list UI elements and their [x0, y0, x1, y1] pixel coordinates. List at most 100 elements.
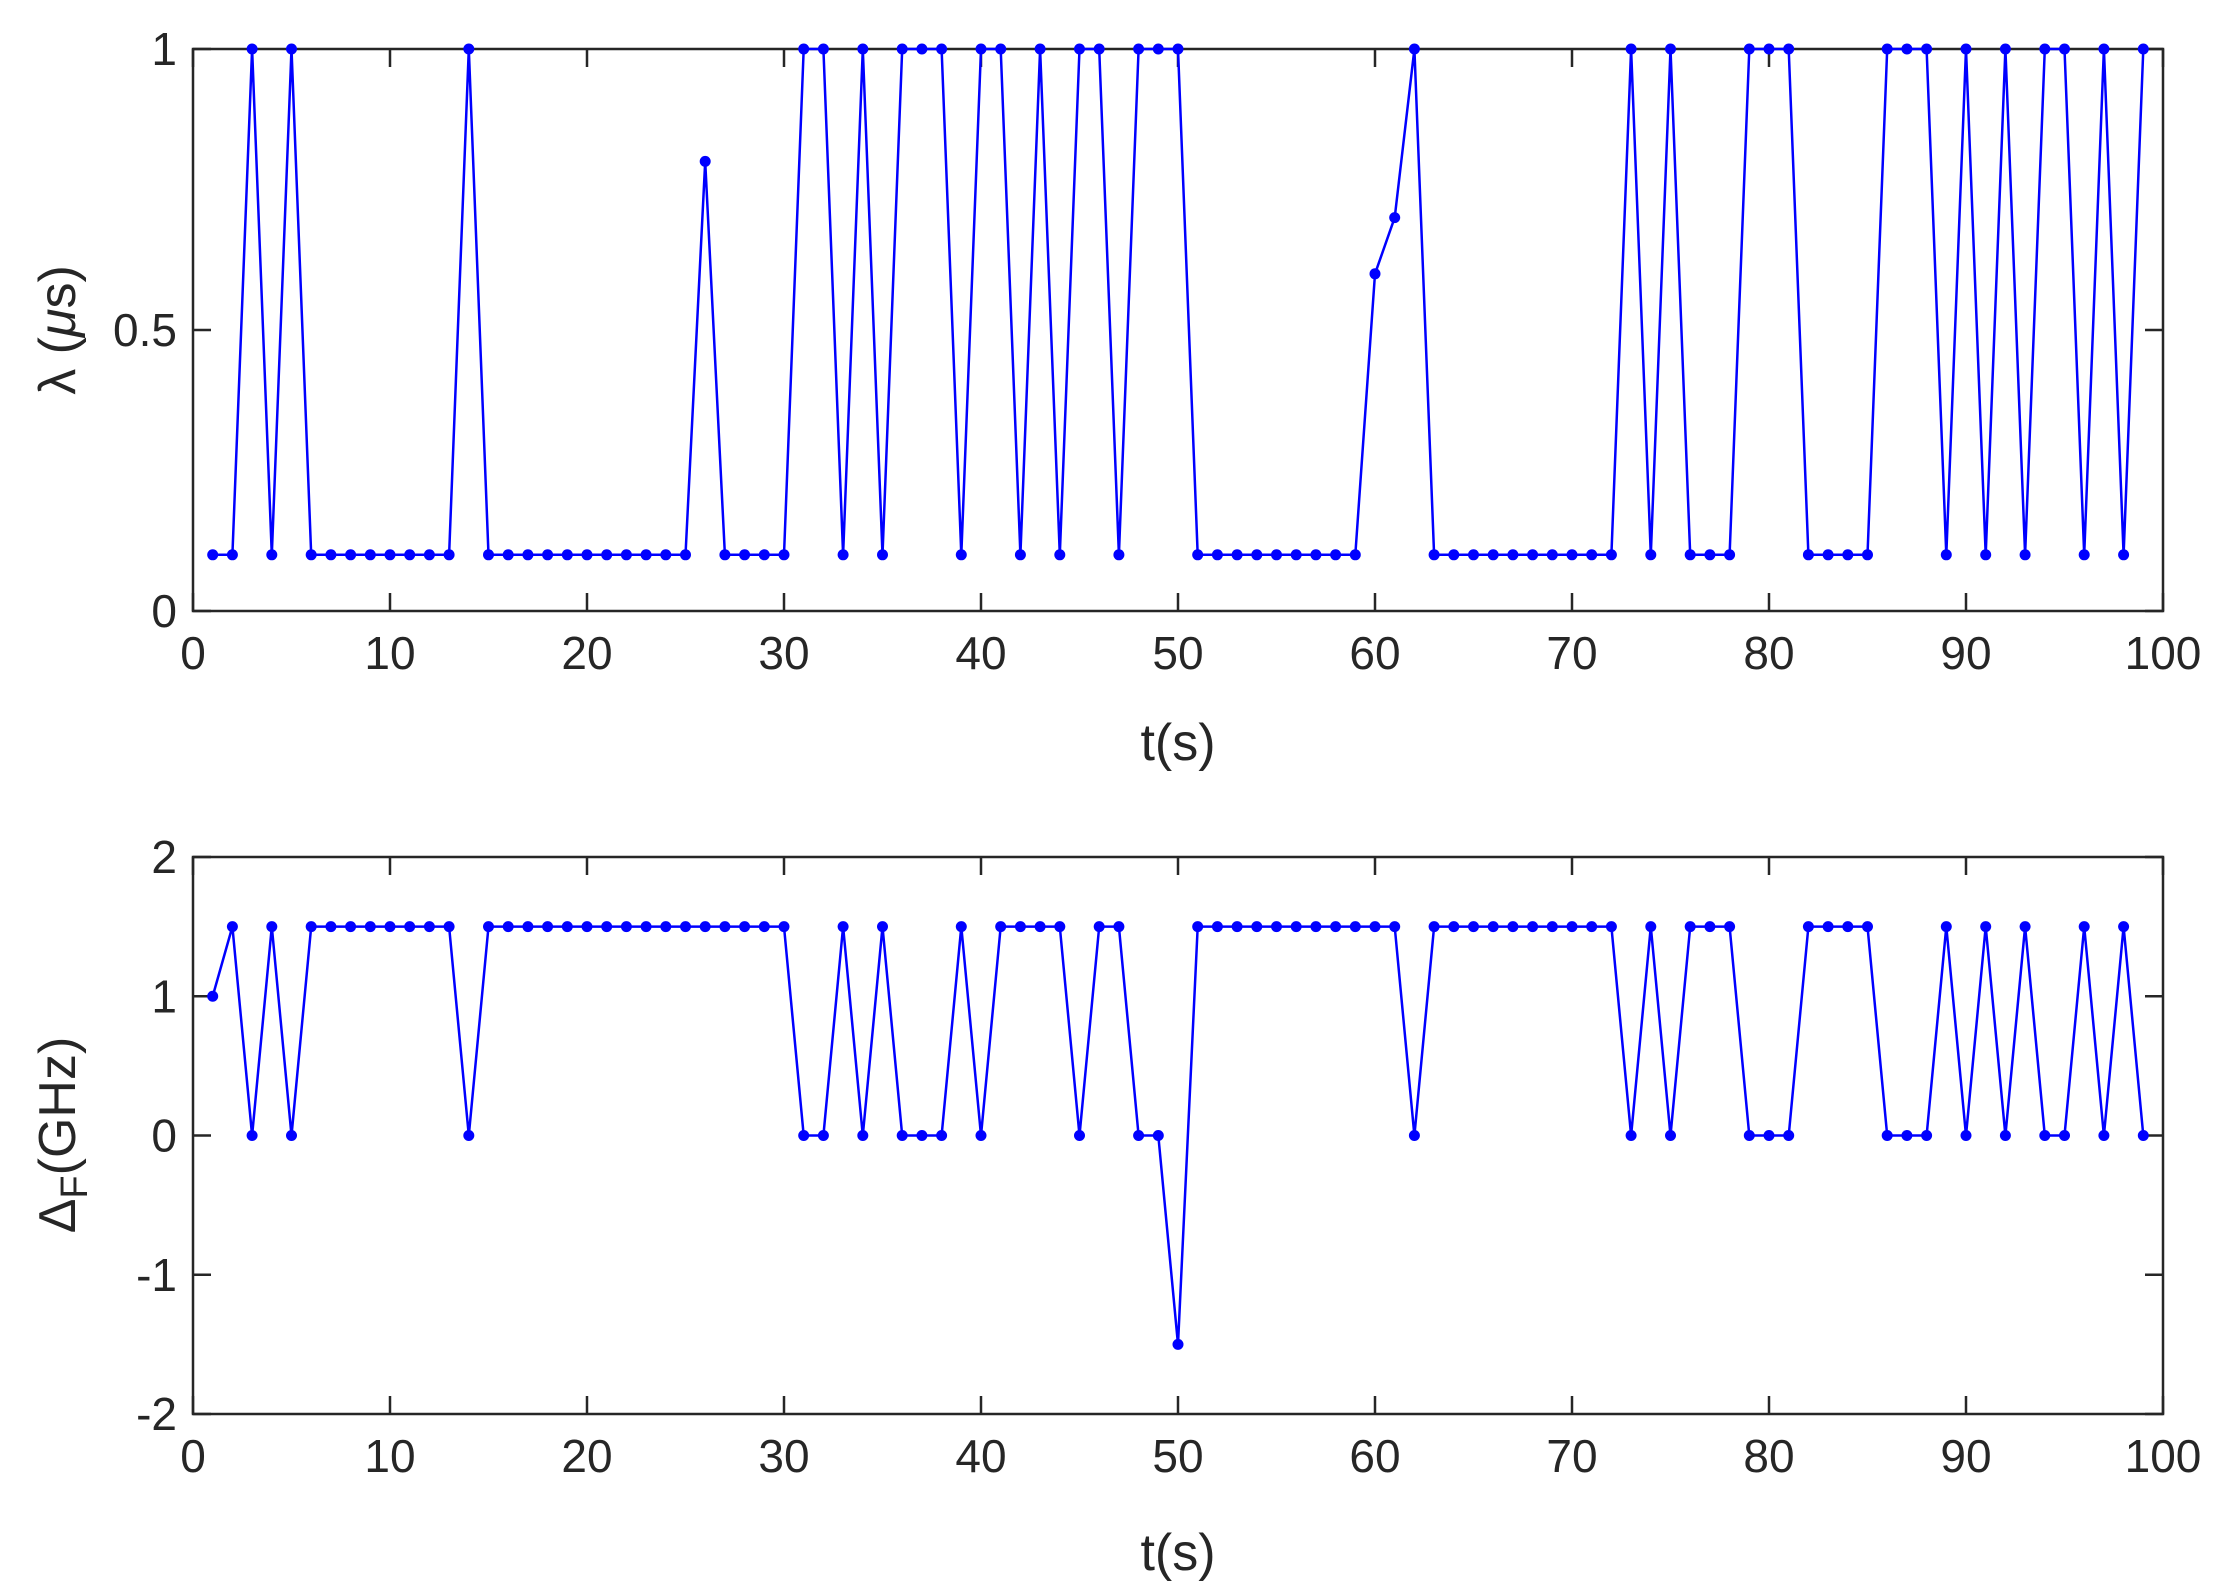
delta-f-x-tick-label: 20: [561, 1430, 612, 1482]
delta-f-data-point: [680, 921, 691, 933]
delta-f-data-point: [1408, 1130, 1420, 1141]
lambda-data-point: [1093, 43, 1105, 55]
lambda-data-point: [640, 549, 652, 561]
delta-f-data-point: [384, 921, 396, 933]
delta-f-x-tick-label: 0: [180, 1430, 206, 1482]
delta-f-data-point: [640, 921, 652, 933]
lambda-x-tick-label: 30: [758, 627, 809, 679]
lambda-data-point: [1428, 549, 1440, 561]
lambda-markers: [207, 43, 2149, 561]
lambda-data-point: [2059, 43, 2070, 55]
delta-f-data-point: [1645, 921, 1657, 933]
lambda-data-point: [2137, 43, 2149, 55]
delta-f-data-point: [1192, 921, 1204, 933]
lambda-data-point: [1251, 549, 1263, 561]
lambda-data-point: [2019, 549, 2031, 561]
lambda-data-point: [1586, 549, 1598, 561]
lambda-data-point: [1074, 43, 1085, 55]
delta-f-x-axis-label: t(s): [1140, 1524, 1215, 1582]
lambda-data-point: [1999, 43, 2011, 55]
delta-f-data-point: [1546, 921, 1558, 933]
lambda-y-axis-unit-open: (: [29, 336, 87, 368]
delta-f-data-point: [778, 921, 790, 933]
lambda-data-point: [1507, 549, 1519, 561]
lambda-y-tick-label: 1: [151, 23, 177, 75]
lambda-axes-box: [191, 47, 2165, 613]
delta-f-data-point: [2118, 921, 2130, 933]
lambda-data-point: [1172, 43, 1184, 55]
delta-f-data-point: [2078, 921, 2090, 933]
lambda-data-point: [1546, 549, 1558, 561]
delta-f-data-point: [1487, 921, 1499, 933]
lambda-data-point: [305, 549, 317, 561]
delta-f-data-point: [601, 921, 613, 933]
lambda-data-point: [1054, 549, 1066, 561]
lambda-data-point: [975, 43, 987, 55]
lambda-data-point: [2078, 549, 2090, 561]
delta-f-y-tick-label: 2: [151, 831, 177, 883]
delta-f-subplot: 0 10 20 30 40 50 60 70 80 90 100 -2 -1 0 1 2 t(s) ΔF(GH…: [29, 831, 2201, 1582]
lambda-x-tick-label: 10: [364, 627, 415, 679]
delta-f-data-point: [1251, 921, 1263, 933]
lambda-data-point: [601, 549, 613, 561]
lambda-data-point: [1211, 549, 1223, 561]
delta-f-data-point: [1605, 921, 1617, 933]
lambda-data-point: [226, 549, 238, 561]
lambda-x-tick-label: 50: [1152, 627, 1203, 679]
delta-f-data-point: [758, 921, 770, 933]
delta-f-data-point: [325, 921, 337, 933]
lambda-data-point: [502, 549, 514, 561]
delta-f-data-point: [581, 921, 593, 933]
lambda-data-point: [463, 43, 475, 55]
delta-f-data-point: [246, 1130, 258, 1141]
delta-f-data-point: [975, 1130, 987, 1141]
delta-f-x-tick-label: 10: [364, 1430, 415, 1482]
lambda-data-point: [1625, 43, 1637, 55]
lambda-data-point: [286, 43, 297, 55]
lambda-data-point: [896, 43, 908, 55]
lambda-data-point: [660, 549, 672, 561]
delta-f-data-point: [936, 1130, 948, 1141]
delta-f-data-point: [207, 990, 219, 1002]
delta-f-data-point: [1724, 921, 1736, 933]
lambda-data-point: [936, 43, 948, 55]
delta-f-y-axis-unit: (GHz): [29, 1037, 87, 1176]
delta-f-data-point: [1586, 921, 1598, 933]
delta-f-data-point: [1625, 1130, 1637, 1141]
lambda-y-tick-label: 0.5: [113, 304, 177, 356]
lambda-data-point: [1408, 43, 1420, 55]
delta-f-data-point: [1704, 921, 1716, 933]
lambda-data-point: [1743, 43, 1755, 55]
delta-f-data-point: [266, 921, 278, 933]
delta-f-data-point: [1428, 921, 1440, 933]
lambda-data-point: [1389, 212, 1401, 224]
delta-f-data-point: [1152, 1130, 1164, 1141]
delta-f-data-point: [1468, 921, 1479, 933]
lambda-data-point: [1842, 549, 1854, 561]
lambda-x-tick-label: 40: [955, 627, 1006, 679]
lambda-ticks: 0 10 20 30 40 50 60 70 80 90 100 0 0.5 1: [113, 23, 2201, 679]
delta-f-data-point: [404, 921, 416, 933]
delta-f-data-point: [1507, 921, 1519, 933]
delta-f-data-point: [1999, 1130, 2011, 1141]
lambda-data-point: [758, 549, 770, 561]
lambda-data-point: [1704, 549, 1716, 561]
delta-f-data-point: [1290, 921, 1302, 933]
delta-f-y-tick-label: 1: [151, 970, 177, 1022]
lambda-data-point: [542, 549, 554, 561]
lambda-data-point: [916, 43, 928, 55]
lambda-data-point: [1527, 549, 1539, 561]
lambda-data-point: [1113, 549, 1125, 561]
lambda-data-point: [1487, 549, 1499, 561]
lambda-data-point: [2118, 549, 2130, 561]
delta-f-data-point: [719, 921, 731, 933]
lambda-data-point: [1271, 549, 1282, 561]
lambda-data-point: [1014, 549, 1026, 561]
delta-f-data-point: [1034, 921, 1046, 933]
delta-f-data-point: [1822, 921, 1834, 933]
delta-f-data-point: [2039, 1130, 2051, 1141]
delta-f-data-point: [2098, 1130, 2110, 1141]
delta-f-x-tick-label: 40: [955, 1430, 1006, 1482]
lambda-y-axis-unit-close: s): [29, 265, 87, 308]
